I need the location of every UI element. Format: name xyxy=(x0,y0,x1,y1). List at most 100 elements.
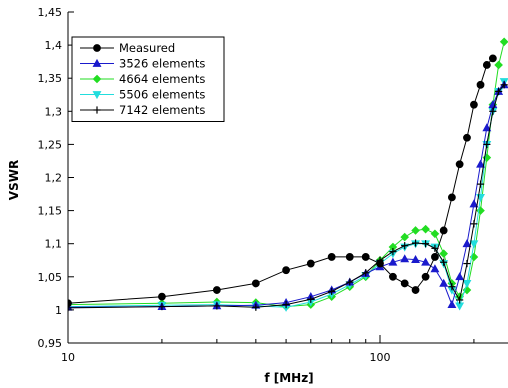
data-point xyxy=(362,269,370,277)
legend-swatch-marker xyxy=(92,58,102,67)
x-axis-title: f [MHz] xyxy=(264,371,313,385)
y-tick-label: 1,2 xyxy=(45,172,63,185)
data-point xyxy=(361,253,370,261)
data-point xyxy=(345,253,354,261)
data-point xyxy=(483,140,491,148)
y-tick-label: 1,25 xyxy=(38,138,63,151)
data-point xyxy=(421,240,430,248)
legend-swatch-marker xyxy=(93,106,101,114)
legend-label: 4664 elements xyxy=(119,72,205,86)
data-point xyxy=(389,272,397,281)
data-point xyxy=(456,296,464,304)
data-point xyxy=(68,299,72,308)
axes-layer: 0,95 1 1,05 1,1 1,15 1,2 1,25 1,3 1,35 1,4 1,45 10 1… xyxy=(38,6,508,364)
legend-swatch-marker xyxy=(92,74,102,84)
data-point xyxy=(411,286,420,294)
data-point xyxy=(252,303,260,311)
y-tick-label: 1,45 xyxy=(38,6,63,19)
data-point xyxy=(251,279,260,288)
data-point xyxy=(439,226,448,235)
data-point xyxy=(389,248,397,256)
data-point xyxy=(430,264,440,273)
data-point xyxy=(400,232,410,242)
y-tick-label: 1,3 xyxy=(45,105,63,118)
y-tick-label: 1,4 xyxy=(45,39,63,52)
data-point xyxy=(400,254,410,263)
data-point xyxy=(212,286,221,294)
legend-swatch-marker xyxy=(93,44,101,52)
data-point xyxy=(494,60,503,70)
data-point xyxy=(455,302,465,311)
data-point xyxy=(470,220,478,228)
y-tick-label: 1,15 xyxy=(38,205,63,218)
data-point xyxy=(482,123,492,132)
data-point xyxy=(376,259,384,268)
data-point xyxy=(455,160,464,169)
data-point xyxy=(327,253,336,261)
data-point xyxy=(307,295,315,303)
legend-label: 3526 elements xyxy=(119,57,205,71)
data-point xyxy=(306,259,315,268)
data-point xyxy=(448,193,456,202)
legend-item: 3526 elements xyxy=(80,57,205,71)
data-point xyxy=(282,266,290,275)
legend-label: Measured xyxy=(119,41,175,55)
data-point xyxy=(463,133,471,142)
x-tick-label: 10 xyxy=(61,351,75,364)
data-point xyxy=(213,302,221,310)
data-point xyxy=(328,287,336,295)
data-point xyxy=(421,257,431,266)
legend-item: Measured xyxy=(80,41,175,55)
data-point xyxy=(469,240,479,249)
series-measured xyxy=(68,54,497,308)
data-point xyxy=(400,279,409,288)
data-point xyxy=(68,304,72,312)
data-point xyxy=(462,280,472,289)
data-point xyxy=(388,257,398,266)
data-point xyxy=(421,224,430,234)
data-point xyxy=(421,272,430,281)
data-point xyxy=(500,81,508,89)
data-point xyxy=(482,61,491,69)
y-axis-title: VSWR xyxy=(7,160,21,200)
y-tick-label: 1,05 xyxy=(38,271,63,284)
data-point xyxy=(476,159,485,168)
data-point xyxy=(499,37,508,47)
series-7142-elements xyxy=(68,81,508,312)
data-point xyxy=(448,283,456,291)
data-point xyxy=(430,229,440,239)
y-tick-label: 1,1 xyxy=(45,238,63,251)
data-point xyxy=(439,249,448,258)
data-point xyxy=(455,272,465,281)
data-point xyxy=(470,100,478,109)
y-tick-label: 0,95 xyxy=(38,337,63,350)
data-point xyxy=(346,278,354,286)
y-tick-label: 1 xyxy=(55,304,62,317)
data-point xyxy=(488,54,497,63)
data-point xyxy=(462,239,472,248)
data-point xyxy=(469,199,479,208)
y-tick-label: 1,35 xyxy=(38,72,63,85)
series-layer xyxy=(68,37,508,312)
data-point xyxy=(447,299,457,308)
data-point xyxy=(401,242,409,250)
data-point xyxy=(439,278,449,287)
data-point xyxy=(431,253,439,261)
data-point xyxy=(411,226,420,235)
legend-label: 5506 elements xyxy=(119,88,205,102)
data-point xyxy=(495,87,503,96)
data-point xyxy=(476,180,485,188)
data-point xyxy=(489,107,497,115)
data-point xyxy=(476,80,485,89)
data-point xyxy=(411,254,421,263)
data-point xyxy=(440,258,448,266)
legend-label: 7142 elements xyxy=(119,103,205,117)
data-point xyxy=(158,292,166,301)
legend-item: 4664 elements xyxy=(80,72,205,86)
data-point xyxy=(158,302,166,311)
legend-swatch-marker xyxy=(92,91,102,100)
x-tick-label: 100 xyxy=(370,351,391,364)
data-point xyxy=(463,259,471,268)
legend-item: 5506 elements xyxy=(80,88,205,102)
